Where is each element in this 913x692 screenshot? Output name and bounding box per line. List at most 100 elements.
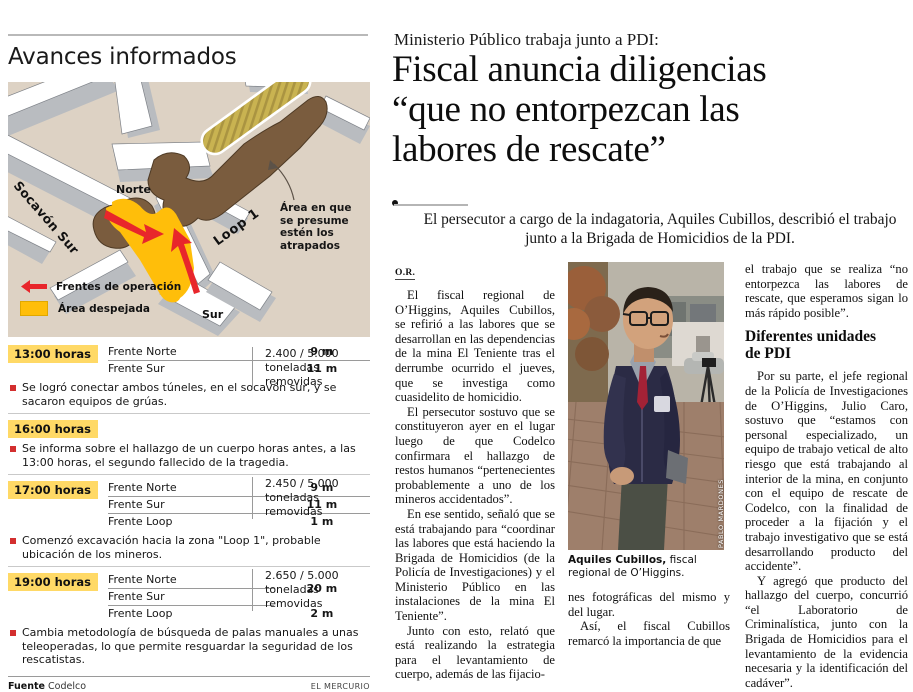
article-paragraph: nes fotográficas del mismo y del lugar. [568,590,730,619]
article-paragraph: Así, el fiscal Cubillos remarcó la impor… [568,619,730,648]
cleared-area [106,198,194,303]
trapped-zone-loop1 [200,82,312,156]
timeline-entry: 17:00 horas Frente Norte 9 m Frente Sur … [8,474,370,566]
measure-name: Frente Norte [107,480,274,497]
timeline-note: Cambia metodología de búsqueda de palas … [8,626,370,667]
article-photo: PABLO MARDONES [568,262,724,550]
table-row: Frente Sur 11 m [107,496,370,514]
timeline-tons: 2.650 / 5.000 toneladas removidas [252,569,370,611]
measure-name: Frente Norte [107,344,274,361]
infographic-footer: Fuente Codelco EL MERCURIO [8,677,370,692]
subhead-line-2: de PDI [745,345,792,363]
infographic-panel: Avances informados [0,0,378,692]
timeline-note-text: Cambia metodología de búsqueda de palas … [22,626,359,666]
article-kicker: Ministerio Público trabaja junto a PDI: [394,30,659,49]
measure-name: Frente Loop [107,607,173,620]
subhead-line-1: Diferentes unidades [745,328,877,346]
timeline-note: Comenzó excavación hacia la zona "Loop 1… [8,534,370,561]
timeline-measurements: Frente Norte 9 m Frente Sur 11 m [107,344,370,378]
timeline-tons: 2.400 / 5.000 toneladas removidas [252,347,370,389]
caption-spacer [568,580,730,590]
bullet-square-icon [10,630,16,636]
photo-illustration [568,262,724,550]
table-row: Frente Sur [107,588,370,606]
mine-map-svg [8,82,370,337]
table-row: Frente Norte 9 m [107,344,370,361]
source-label: Fuente [8,680,45,692]
timeline-tons: 2.450 / 5.000 toneladas removidas [252,477,370,519]
infographic-title: Avances informados [8,44,237,70]
bullet-square-icon [10,446,16,452]
headline-rule [394,204,468,206]
article-paragraph: Y agregó que producto del hallazgo del c… [745,573,908,690]
measure-value: 20 m [306,581,338,595]
article-panel: Ministerio Público trabaja junto a PDI: … [392,0,913,690]
timeline-time-badge: 16:00 horas [8,420,98,438]
timeline-note-text: Comenzó excavación hacia la zona "Loop 1… [22,534,321,561]
timeline-time-badge: 17:00 horas [8,481,98,499]
measure-name: Frente Sur [107,496,274,514]
measure-value: 9 m [273,480,370,497]
article-column-3: el trabajo que se realiza “no entorpezca… [745,262,908,690]
table-row: Frente Loop 2 m [108,606,370,623]
bullet-square-icon [10,385,16,391]
measure-value: 11 m [273,496,370,514]
timeline-note: Se informa sobre el hallazgo de un cuerp… [8,442,370,469]
article-paragraph: En ese sentido, señaló que se está traba… [395,506,555,624]
measure-name: Frente Loop [107,515,173,528]
measure-name: Frente Sur [107,362,165,375]
left-arrow-icon [20,280,48,293]
timeline-head: 19:00 horas Frente Norte 20 m Frente Sur [8,569,370,623]
table-row: Frente Norte 9 m [107,480,370,497]
headline-line-2: “que no entorpezcan las [392,89,740,130]
timeline-entry: 19:00 horas Frente Norte 20 m Frente Sur [8,566,370,672]
timeline-note: Se logró conectar ambos túneles, en el s… [8,381,370,408]
timeline-head: 16:00 horas [8,420,370,438]
article-paragraph: el trabajo que se realiza “no entorpezca… [745,262,908,320]
timeline-note-text: Se logró conectar ambos túneles, en el s… [22,381,337,408]
measure-value: 2 m [310,606,334,620]
article-column-2: PABLO MARDONES Aquiles Cubillos, fiscal … [568,262,730,648]
measure-name: Frente Sur [107,588,274,606]
timeline-measurements: Frente Norte 20 m Frente Sur Frente Loop… [107,572,370,623]
mine-map: Socavón Sur Norte Sur Loop 1 Área en que… [8,82,370,337]
legend-item-fronts: Frentes de operación [20,277,181,296]
infographic-top-rule [8,34,368,36]
timeline-head: 13:00 horas Frente Norte 9 m Frente Sur … [8,344,370,389]
legend-item-cleared: Área despejada [20,299,181,318]
timeline-head: 17:00 horas Frente Norte 9 m Frente Sur … [8,477,370,531]
photo-caption: Aquiles Cubillos, fiscal regional de O’H… [568,554,724,580]
headline-line-3: labores de rescate” [392,129,666,170]
table-row: Frente Norte 20 m [107,572,370,595]
article-paragraph: El persecutor sostuvo que se constituyer… [395,404,555,507]
article-paragraph: Junto con esto, relató que está realizan… [395,623,555,682]
measure-value: 1 m [310,515,334,528]
article-byline: O.R. [395,268,416,280]
table-row: Frente Sur 11 m [108,361,370,378]
legend-label-cleared: Área despejada [58,302,150,315]
timeline-time-badge: 13:00 horas [8,345,98,363]
page-title: Fiscal anuncia diligencias “que no entor… [392,50,913,170]
operation-front-arrows [104,210,200,294]
measure-name: Frente Norte [107,572,274,589]
table-row: Frente Loop 1 m [108,514,370,531]
photo-caption-role: fiscal regional de O’Higgins. [568,554,697,579]
article-paragraph: Por su parte, el jefe regional de la Pol… [745,369,908,574]
timeline-entry: 16:00 horas Se informa sobre el hallazgo… [8,413,370,474]
measure-value: 11 m [306,362,338,375]
article-columns: O.R. El fiscal regional de O’Higgins, Aq… [392,262,913,690]
article-column-1: O.R. El fiscal regional de O’Higgins, Aq… [395,262,555,682]
map-callout-trapped: Área en que se presume estén los atrapad… [280,202,352,252]
timeline-entry: 13:00 horas Frente Norte 9 m Frente Sur … [8,344,370,413]
photo-credit: PABLO MARDONES [717,478,724,548]
brand-mark: EL MERCURIO [310,681,370,691]
yellow-swatch-icon [20,301,48,316]
timeline-time-badge: 19:00 horas [8,573,98,591]
source-credit: Fuente Codelco [8,681,86,692]
timeline-note-text: Se informa sobre el hallazgo de un cuerp… [22,442,356,469]
article-subhead: Diferentes unidades de PDI [745,328,908,362]
bullet-square-icon [10,538,16,544]
legend-label-fronts: Frentes de operación [56,280,182,293]
timeline-list: 13:00 horas Frente Norte 9 m Frente Sur … [8,344,370,692]
